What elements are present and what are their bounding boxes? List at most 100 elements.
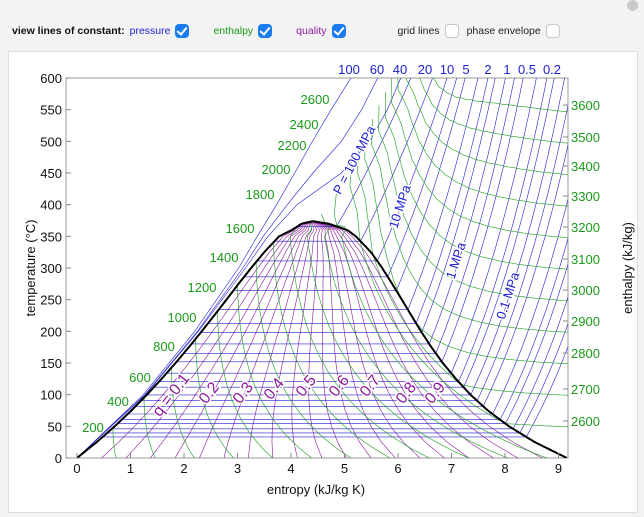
enthalpy-line	[320, 213, 509, 458]
y-tick-label: 0	[55, 451, 62, 466]
enthalpy-right-label: 2900	[571, 314, 600, 329]
quality-label: 0.2	[196, 379, 223, 407]
isobar-line	[76, 322, 568, 458]
enthalpy-left-label: 2600	[301, 92, 330, 107]
enthalpy-line	[384, 91, 568, 270]
quality-label: 0.7	[357, 372, 384, 400]
enthalpy-checkbox[interactable]	[258, 24, 273, 38]
y-tick-label: 200	[40, 324, 62, 339]
x-tick-label: 7	[448, 461, 455, 476]
enthalpy-line	[255, 262, 352, 458]
quality-line	[308, 220, 323, 458]
enthalpy-right-label: 3000	[571, 283, 600, 298]
enthalpy-right-label: 2800	[571, 346, 600, 361]
quality-line	[312, 220, 347, 458]
enthalpy-right-label: 2600	[571, 414, 600, 429]
phase-envelope-checkbox[interactable]	[545, 24, 560, 38]
quality-line	[312, 220, 543, 458]
enthalpy-left-label: 2200	[278, 138, 307, 153]
enthalpy-line	[272, 242, 391, 458]
pressure-top-label: 40	[393, 62, 407, 77]
enthalpy-line	[357, 146, 568, 396]
quality-line	[291, 221, 318, 458]
pressure-label: pressure	[129, 25, 171, 37]
pressure-top-label: 2	[484, 62, 491, 77]
quality-label: 0.8	[393, 379, 420, 407]
controls-label: view lines of constant:	[12, 25, 125, 37]
x-tick-label: 9	[555, 461, 562, 476]
enthalpy-left-label: 800	[153, 339, 175, 354]
x-tick-label: 1	[127, 461, 134, 476]
y-tick-label: 50	[48, 419, 62, 434]
x-tick-label: 3	[234, 461, 241, 476]
y-tick-label: 350	[40, 229, 62, 244]
quality-line	[125, 220, 313, 458]
enthalpy-line	[217, 311, 274, 458]
y-tick-label: 500	[40, 134, 62, 149]
y-tick-label: 150	[40, 356, 62, 371]
x-axis-title: entropy (kJ/kg K)	[267, 482, 365, 497]
enthalpy-right-label: 3200	[571, 220, 600, 235]
x-tick-label: 6	[394, 461, 401, 476]
enthalpy-line	[349, 159, 568, 428]
enthalpy-left-label: 1800	[246, 187, 275, 202]
quality-line	[101, 220, 313, 458]
quality-line	[312, 220, 445, 458]
quality-line	[271, 221, 315, 458]
enthalpy-line	[112, 428, 117, 458]
enthalpy-left-label: 400	[107, 394, 129, 409]
enthalpy-left-label: 1200	[188, 280, 217, 295]
isobar-line	[76, 103, 568, 458]
enthalpy-line	[171, 368, 195, 458]
enthalpy-line	[391, 78, 568, 238]
quality-line	[312, 220, 470, 458]
y2-axis-title: enthalpy (kJ/kg)	[620, 222, 635, 314]
pressure-top-label: 60	[370, 62, 384, 77]
quality-label: 0.4	[261, 375, 288, 403]
enthalpy-label: enthalpy	[213, 25, 254, 37]
quality-label: 0.5	[293, 372, 320, 400]
isobar-line	[76, 143, 568, 458]
isobar-line	[76, 346, 568, 458]
isobar-line	[76, 198, 568, 458]
isobar-line	[76, 263, 568, 458]
pressure-top-label: 0.2	[543, 62, 561, 77]
options-icon[interactable]	[627, 0, 638, 11]
isobar-line	[76, 237, 568, 458]
y-tick-label: 400	[40, 198, 62, 213]
enthalpy-left-label: 200	[82, 420, 104, 435]
quality-label: 0.6	[326, 372, 353, 400]
quality-label: 0.3	[230, 379, 257, 407]
x-tick-label: 8	[501, 461, 508, 476]
grid-lines-checkbox[interactable]	[444, 24, 459, 38]
enthalpy-line	[237, 285, 313, 458]
quality-line	[312, 220, 494, 458]
pressure-top-label: 20	[418, 62, 432, 77]
enthalpy-left-label: 2400	[290, 117, 319, 132]
enthalpy-line	[397, 78, 568, 207]
isobar-line	[76, 78, 379, 458]
enthalpy-line	[419, 78, 568, 144]
quality-line	[223, 220, 313, 458]
quality-line	[150, 220, 313, 458]
quality-line	[312, 220, 519, 458]
quality-checkbox[interactable]	[331, 24, 346, 38]
pressure-top-label: 100	[338, 62, 360, 77]
pressure-top-label: 5	[462, 62, 469, 77]
y-tick-label: 250	[40, 293, 62, 308]
y-axis-title: temperature (°C)	[23, 220, 38, 317]
enthalpy-line	[143, 397, 156, 458]
y-tick-label: 600	[40, 71, 62, 86]
x-tick-label: 2	[180, 461, 187, 476]
quality-line	[174, 220, 313, 458]
pressure-checkbox[interactable]	[175, 24, 190, 38]
enthalpy-line	[333, 186, 548, 458]
enthalpy-line	[405, 78, 568, 176]
x-tick-label: 0	[73, 461, 80, 476]
enthalpy-right-label: 3100	[571, 252, 600, 267]
y-tick-label: 450	[40, 166, 62, 181]
saturation-dome	[76, 220, 568, 458]
enthalpy-left-label: 1600	[226, 221, 255, 236]
enthalpy-line	[364, 132, 568, 365]
